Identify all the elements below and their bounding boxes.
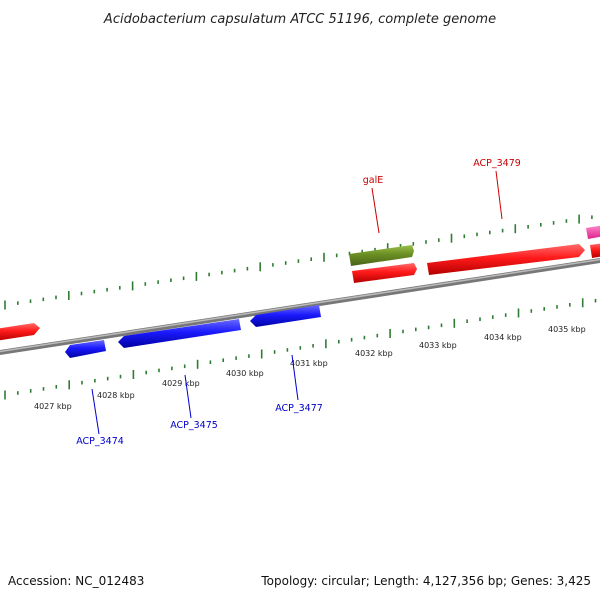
ruler-label: 4029 kbp [162,379,200,388]
ruler-label: 4035 kbp [548,325,586,334]
galE-leader-line [371,187,380,234]
ACP_3475-label[interactable]: ACP_3475 [170,420,218,431]
genome-backbone-highlight [0,258,600,353]
galE-gene-arrow[interactable] [349,245,414,266]
topology-text: Topology: circular; Length: 4,127,356 bp… [260,574,591,588]
ACP_3474-gene-arrow[interactable] [65,340,106,358]
ACP_3477-label[interactable]: ACP_3477 [275,403,323,414]
ruler-label: 4033 kbp [419,341,457,350]
ruler-label: 4034 kbp [484,333,522,342]
ACP_3475-leader-line [184,374,192,419]
forward-tick-track [4,214,593,310]
forward-gene-arrow[interactable] [352,263,417,283]
ACP_3474-leader-line [91,388,100,435]
forward-gene-arrow[interactable] [590,243,600,258]
reverse-tick-track [4,298,597,400]
kbp-ruler-labels: 4027 kbp 4028 kbp 4029 kbp 4030 kbp 4031… [34,325,586,411]
accession-text: Accession: NC_012483 [8,574,144,588]
ACP_3477-leader-line [291,354,299,401]
ACP_3479-label[interactable]: ACP_3479 [473,158,521,169]
pink-gene-arrow[interactable] [586,225,600,239]
ruler-label: 4028 kbp [97,391,135,400]
ACP_3475-gene-arrow[interactable] [118,319,241,348]
ruler-label: 4031 kbp [290,359,328,368]
ACP_3479-leader-line [495,170,503,220]
genome-backbone [0,258,600,355]
ruler-label: 4030 kbp [226,369,264,378]
forward-gene-arrow[interactable] [0,323,40,341]
ruler-label: 4032 kbp [355,349,393,358]
ACP_3474-label[interactable]: ACP_3474 [76,436,124,447]
ruler-label: 4027 kbp [34,402,72,411]
galE-label[interactable]: galE [363,175,384,186]
ACP_3479-gene-arrow[interactable] [427,244,585,275]
map-title: Acidobacterium capsulatum ATCC 51196, co… [103,12,496,27]
ACP_3477-gene-arrow[interactable] [250,305,321,327]
